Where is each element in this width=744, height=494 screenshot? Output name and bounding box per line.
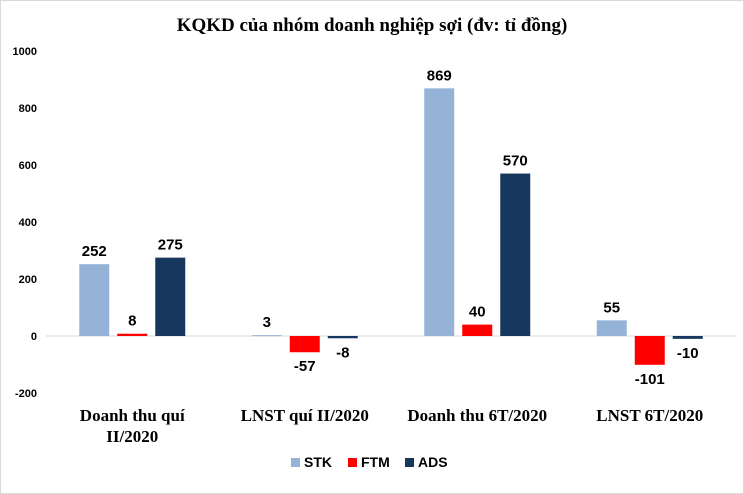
data-label-ftm-3: -101: [635, 371, 665, 388]
chart-title: KQKD của nhóm doanh nghiệp sợi (đv: tỉ đ…: [177, 15, 568, 36]
bar-ads-1: [327, 336, 358, 339]
bar-ads-3: [672, 336, 703, 339]
bar-ftm-1: [289, 336, 320, 353]
y-tick-label: 200: [19, 274, 37, 286]
x-axis-labels: Doanh thu quí II/2020 LNST quí II/2020 Doan…: [80, 406, 703, 446]
bar-stk-2: [424, 88, 455, 337]
legend-label-stk: STK: [304, 454, 332, 470]
data-label-ftm-1: -57: [294, 358, 316, 375]
category-label-0: II/2020: [106, 427, 158, 446]
data-label-stk-2: 869: [427, 67, 452, 84]
legend-label-ads: ADS: [418, 454, 448, 470]
category-label-1: LNST quí II/2020: [241, 406, 369, 425]
data-label-ads-1: -8: [336, 344, 349, 361]
legend-swatch-stk: [291, 458, 300, 467]
data-label-ads-2: 570: [503, 153, 528, 170]
data-labels: 252 8 275 3 -57 -8 869 40 570 55 -101 -10: [82, 67, 699, 387]
bars: [79, 88, 703, 365]
bar-ftm-0: [117, 333, 148, 336]
data-label-ftm-2: 40: [469, 304, 486, 321]
category-label-2: Doanh thu 6T/2020: [407, 406, 547, 425]
y-axis: -200 0 200 400 600 800 1000: [13, 46, 37, 400]
data-label-ads-0: 275: [158, 237, 183, 254]
bar-ads-0: [155, 257, 186, 336]
data-label-ads-3: -10: [677, 345, 699, 362]
legend-swatch-ads: [405, 458, 414, 467]
y-tick-label: 600: [19, 160, 37, 172]
y-tick-label: 400: [19, 217, 37, 229]
legend-swatch-ftm: [348, 458, 357, 467]
bar-ftm-3: [634, 336, 665, 365]
y-tick-label: 0: [31, 331, 37, 343]
data-label-stk-3: 55: [603, 299, 620, 316]
bar-ads-2: [500, 173, 531, 336]
bar-stk-1: [251, 335, 282, 337]
y-tick-label: 800: [19, 103, 37, 115]
bar-ftm-2: [462, 324, 493, 336]
category-label-3: LNST 6T/2020: [596, 406, 703, 425]
y-tick-label: -200: [15, 388, 37, 400]
bar-stk-3: [596, 320, 627, 336]
data-label-stk-0: 252: [82, 243, 107, 260]
data-label-ftm-0: 8: [128, 313, 136, 330]
data-label-stk-1: 3: [263, 314, 271, 331]
legend: STK FTM ADS: [291, 454, 448, 470]
y-tick-label: 1000: [13, 46, 37, 58]
bar-stk-0: [79, 264, 110, 336]
category-label-0: Doanh thu quí: [80, 406, 185, 425]
legend-label-ftm: FTM: [361, 454, 390, 470]
